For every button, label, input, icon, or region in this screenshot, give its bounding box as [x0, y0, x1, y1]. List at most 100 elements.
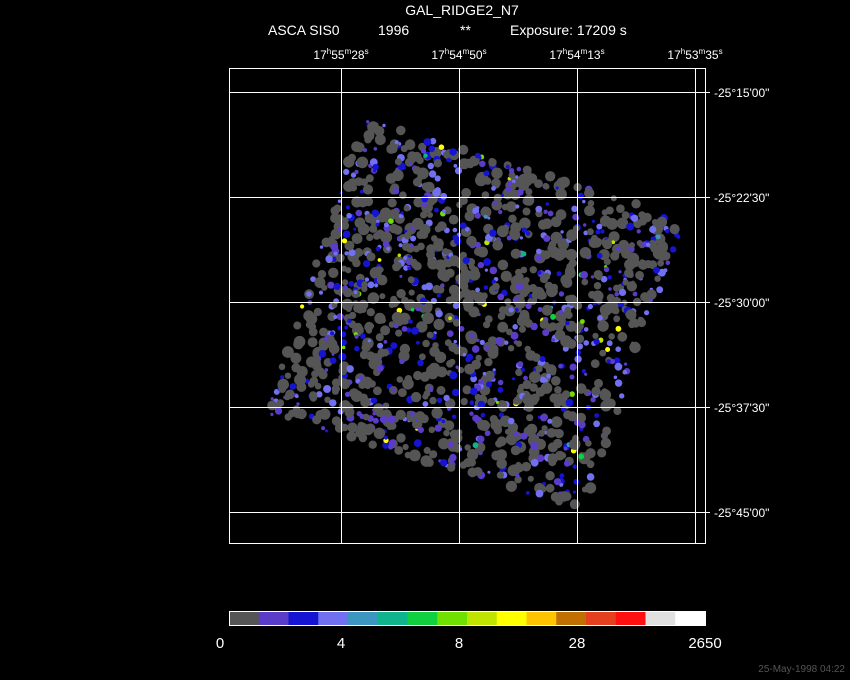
sky-pixel — [447, 463, 456, 472]
sky-pixel — [310, 276, 316, 282]
sky-pixel — [337, 325, 342, 331]
timestamp: 25-May-1998 04:22 — [758, 664, 845, 675]
colorbar-label: 0 — [216, 635, 224, 652]
sky-pixel — [603, 266, 610, 273]
sky-pixel — [546, 373, 551, 379]
sky-pixel — [459, 222, 467, 229]
sky-pixel — [324, 396, 331, 403]
ra-label: 17h54m13s — [549, 47, 604, 62]
sky-pixel — [327, 281, 335, 289]
sky-pixel — [508, 171, 516, 179]
sky-pixel — [587, 200, 595, 207]
sky-pixel — [313, 307, 322, 317]
sky-pixel — [468, 306, 480, 318]
sky-pixel — [642, 212, 652, 223]
sky-pixel — [560, 335, 573, 348]
sky-pixel — [470, 375, 477, 383]
sky-pixel — [370, 397, 378, 404]
sky-pixel — [631, 199, 641, 209]
ra-unit: m — [699, 47, 706, 56]
sky-pixel — [437, 221, 447, 231]
sky-pixel — [362, 184, 374, 195]
sky-pixel — [379, 293, 386, 300]
sky-pixel — [407, 266, 412, 271]
sky-pixel — [440, 192, 448, 200]
sky-pixel — [505, 186, 512, 193]
sky-pixel — [344, 407, 355, 418]
sky-pixel — [319, 327, 328, 337]
sky-pixel — [630, 214, 639, 222]
sky-pixel — [366, 308, 375, 317]
sky-pixel — [529, 383, 538, 392]
sky-pixel — [338, 366, 348, 376]
colorbar-segment — [467, 611, 498, 625]
sky-pixel — [525, 188, 533, 196]
sky-pixel — [489, 266, 498, 275]
sky-pixel — [372, 411, 377, 416]
sky-pixel — [333, 251, 338, 256]
sky-pixel — [428, 145, 436, 153]
sky-pixel — [361, 281, 369, 289]
sky-pixel — [547, 418, 553, 424]
sky-pixel — [392, 187, 400, 195]
sky-pixel — [535, 387, 546, 397]
sky-pixel — [583, 223, 587, 227]
sky-pixel — [344, 391, 351, 398]
sky-pixel — [474, 247, 483, 256]
sky-pixel — [576, 343, 584, 350]
sky-pixel — [512, 324, 518, 330]
sky-pixel — [545, 364, 557, 376]
sky-pixel — [587, 303, 594, 310]
sky-pixel — [547, 210, 554, 217]
sky-pixel — [637, 316, 645, 324]
sky-pixel — [618, 288, 627, 296]
sky-pixel — [367, 339, 371, 343]
sky-pixel — [401, 296, 409, 305]
sky-pixel — [539, 319, 549, 329]
sky-pixel — [376, 364, 384, 372]
sky-pixel — [564, 267, 576, 279]
sky-pixel — [670, 246, 677, 253]
sky-pixel — [469, 333, 475, 339]
sky-pixel — [290, 352, 302, 364]
sky-pixel — [446, 330, 454, 337]
sky-pixel — [317, 270, 327, 279]
sky-pixel — [386, 246, 391, 251]
sky-pixel — [431, 407, 443, 419]
sky-pixel — [284, 393, 291, 401]
sky-pixel — [403, 255, 408, 261]
sky-pixel — [355, 209, 363, 217]
sky-pixel — [341, 345, 346, 350]
sky-pixel — [583, 327, 589, 332]
sky-pixel — [508, 214, 517, 223]
sky-pixel — [482, 371, 487, 376]
sky-pixel — [434, 351, 447, 363]
sky-pixel — [518, 173, 530, 186]
sky-pixel — [437, 268, 450, 281]
sky-pixel — [609, 358, 615, 365]
sky-pixel — [416, 156, 424, 165]
ra-value: 17 — [667, 48, 681, 62]
sky-pixel — [521, 461, 531, 472]
sky-pixel — [483, 214, 488, 219]
sky-pixel — [491, 186, 496, 191]
sky-pixel — [371, 209, 380, 218]
sky-pixel — [412, 177, 422, 187]
sky-pixel — [453, 339, 457, 344]
colorbar-segment — [348, 611, 379, 625]
sky-pixel — [475, 354, 482, 362]
sky-pixel — [330, 213, 341, 224]
sky-pixel — [464, 158, 473, 167]
ra-value: 54 — [567, 48, 581, 62]
sky-pixel — [464, 444, 471, 451]
sky-pixel — [569, 363, 577, 371]
sky-pixel — [542, 378, 548, 384]
sky-pixel — [374, 134, 386, 146]
sky-pixel — [526, 395, 535, 404]
sky-pixel — [548, 322, 558, 331]
sky-pixel — [364, 277, 370, 282]
sky-pixel — [534, 179, 543, 189]
sky-pixel — [600, 275, 608, 283]
sky-pixel — [613, 284, 621, 292]
sky-pixel — [497, 321, 509, 333]
